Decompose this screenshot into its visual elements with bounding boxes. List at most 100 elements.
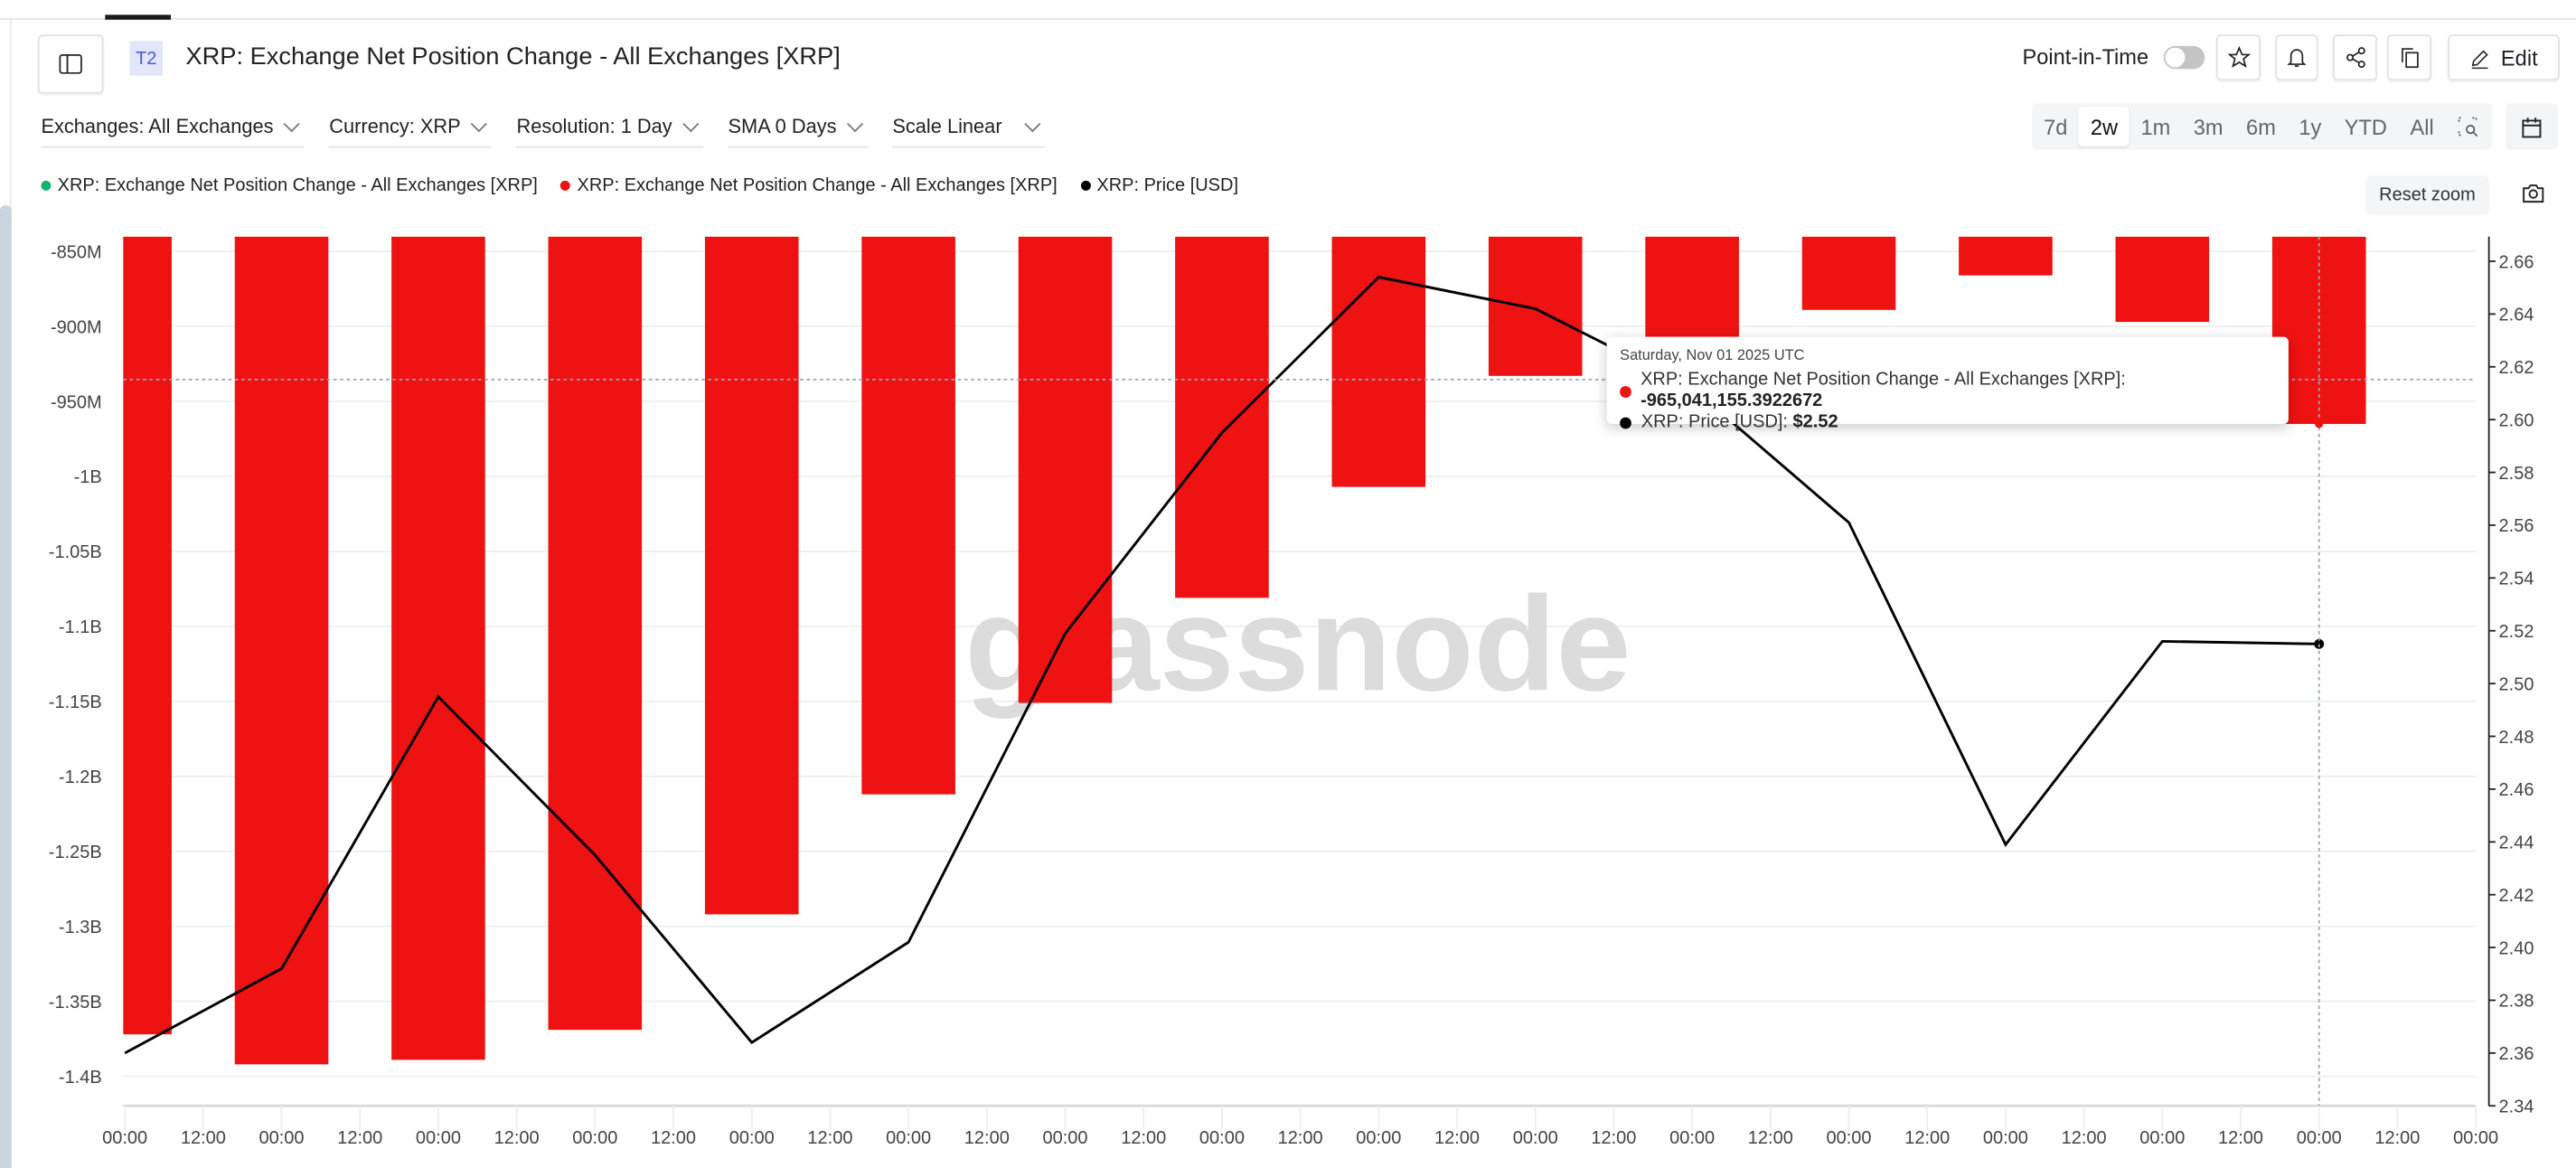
legend-item[interactable]: XRP: Exchange Net Position Change - All … <box>41 175 538 196</box>
resolution-dropdown[interactable]: Resolution: 1 Day <box>516 115 704 148</box>
x-axis-tick-label: 00:00 <box>572 1128 617 1148</box>
right-axis-tick-label: 2.62 <box>2499 358 2534 378</box>
x-axis-tick-label: 12:00 <box>2218 1128 2263 1148</box>
reset-zoom-button[interactable]: Reset zoom <box>2365 175 2489 216</box>
right-axis-tick-label: 2.38 <box>2499 992 2534 1012</box>
sma-dropdown[interactable]: SMA 0 Days <box>728 115 869 148</box>
legend-item[interactable]: XRP: Exchange Net Position Change - All … <box>560 175 1058 195</box>
dropdown-label: Exchanges: All Exchanges <box>41 115 274 138</box>
page-title: XRP: Exchange Net Position Change - All … <box>185 42 841 71</box>
x-axis-tick-label: 12:00 <box>807 1128 852 1148</box>
bar <box>548 236 643 1031</box>
tooltip-row: XRP: Price [USD]: $2.52 <box>1620 412 2275 434</box>
filter-bar: Exchanges: All Exchanges Currency: XRP R… <box>41 115 1045 148</box>
legend-dot <box>560 180 571 191</box>
right-axis-tick-label: 2.40 <box>2499 938 2534 958</box>
left-axis-tick-label: -950M <box>51 392 102 412</box>
alert-button[interactable] <box>2275 34 2318 81</box>
x-axis-tick-label: 12:00 <box>1121 1128 1166 1148</box>
scale-dropdown[interactable]: Scale Linear <box>892 115 1045 148</box>
date-picker-button[interactable] <box>2505 103 2559 150</box>
share-button[interactable] <box>2332 34 2378 81</box>
x-axis-tick-label: 00:00 <box>1199 1128 1245 1148</box>
left-axis-tick-label: -1.4B <box>59 1068 102 1088</box>
bar <box>861 236 955 795</box>
right-axis-tick-label: 2.58 <box>2499 464 2534 484</box>
series-dot <box>1620 417 1631 429</box>
legend-dot <box>1080 180 1091 191</box>
tooltip-value: -965,041,155.3922672 <box>1641 391 1823 411</box>
x-axis-tick-label: 00:00 <box>2453 1128 2498 1148</box>
legend-label: XRP: Exchange Net Position Change - All … <box>57 175 538 196</box>
left-axis-tick-label: -1.25B <box>49 843 102 862</box>
range-1m[interactable]: 1m <box>2140 114 2171 139</box>
favorite-button[interactable] <box>2215 34 2261 81</box>
edit-button[interactable]: Edit <box>2448 34 2560 81</box>
bar <box>123 236 172 1035</box>
bar <box>1175 236 1269 598</box>
edit-label: Edit <box>2500 44 2538 71</box>
pencil-icon <box>2472 49 2489 69</box>
currency-dropdown[interactable]: Currency: XRP <box>329 115 493 148</box>
bell-icon <box>2287 49 2307 68</box>
duplicate-button[interactable] <box>2386 34 2432 81</box>
right-axis-tick-label: 2.64 <box>2499 306 2534 325</box>
tooltip-row: XRP: Exchange Net Position Change - All … <box>1620 370 2275 412</box>
left-axis-tick-label: -1.3B <box>59 918 102 937</box>
x-axis-tick-label: 12:00 <box>1748 1128 1793 1148</box>
top-divider <box>0 17 2576 20</box>
x-axis-tick-label: 00:00 <box>1356 1128 1401 1148</box>
legend-item[interactable]: XRP: Price [USD] <box>1080 175 1238 195</box>
bar <box>1331 236 1426 487</box>
x-axis-tick-label: 12:00 <box>337 1128 382 1148</box>
left-axis-tick-label: -1.1B <box>59 617 102 637</box>
right-axis-tick-label: 2.54 <box>2499 570 2534 589</box>
copy-icon <box>2401 48 2418 69</box>
range-3m[interactable]: 3m <box>2193 114 2223 139</box>
x-axis-tick-label: 00:00 <box>1043 1128 1088 1148</box>
range-6m[interactable]: 6m <box>2246 114 2276 139</box>
bar <box>2115 236 2210 323</box>
range-7d[interactable]: 7d <box>2044 114 2068 139</box>
dropdown-label: Scale Linear <box>892 115 1002 138</box>
left-axis-tick-label: -1.05B <box>49 542 102 562</box>
bar <box>1645 236 1739 337</box>
bar <box>1801 236 1896 310</box>
range-all[interactable]: All <box>2410 114 2434 139</box>
x-axis-tick-label: 00:00 <box>1983 1128 2028 1148</box>
right-axis-tick-label: 2.50 <box>2499 674 2534 694</box>
range-ytd[interactable]: YTD <box>2344 114 2388 139</box>
range-2w[interactable]: 2w <box>2079 107 2129 146</box>
sidebar-toggle-button[interactable] <box>37 34 104 94</box>
x-axis-tick-label: 00:00 <box>102 1128 147 1148</box>
tier-badge: T2 <box>129 41 163 76</box>
x-axis-tick-label: 12:00 <box>964 1128 1010 1148</box>
calendar-icon <box>2522 117 2542 137</box>
legend-label: XRP: Price [USD] <box>1096 175 1239 196</box>
left-axis-tick-label: -1.2B <box>59 768 102 787</box>
right-axis-tick-label: 2.44 <box>2499 834 2534 853</box>
exchanges-dropdown[interactable]: Exchanges: All Exchanges <box>41 115 306 148</box>
x-axis-tick-label: 12:00 <box>494 1128 540 1148</box>
x-axis-tick-label: 00:00 <box>1513 1128 1558 1148</box>
right-axis-tick-label: 2.34 <box>2499 1097 2534 1117</box>
x-axis-tick-label: 00:00 <box>1669 1128 1715 1148</box>
point-in-time-toggle[interactable] <box>2163 45 2205 70</box>
left-axis-tick-label: -900M <box>51 317 102 337</box>
zoom-select-button[interactable] <box>2445 107 2491 146</box>
x-axis-tick-label: 00:00 <box>886 1128 931 1148</box>
x-axis-tick-label: 00:00 <box>259 1128 305 1148</box>
point-in-time-label: Point-in-Time <box>2022 44 2149 70</box>
bar <box>1018 236 1113 703</box>
right-axis-tick-label: 2.56 <box>2499 516 2534 536</box>
x-axis-tick-label: 00:00 <box>2297 1128 2342 1148</box>
screenshot-button[interactable] <box>2522 183 2544 212</box>
scrollbar[interactable] <box>0 205 12 1168</box>
x-axis-tick-label: 12:00 <box>1434 1128 1480 1148</box>
range-1y[interactable]: 1y <box>2299 114 2322 139</box>
x-axis-tick-label: 12:00 <box>181 1128 226 1148</box>
chart-tooltip: Saturday, Nov 01 2025 UTC XRP: Exchange … <box>1606 336 2289 432</box>
x-axis-tick-label: 12:00 <box>1904 1128 1950 1148</box>
tooltip-date: Saturday, Nov 01 2025 UTC <box>1620 346 1805 363</box>
